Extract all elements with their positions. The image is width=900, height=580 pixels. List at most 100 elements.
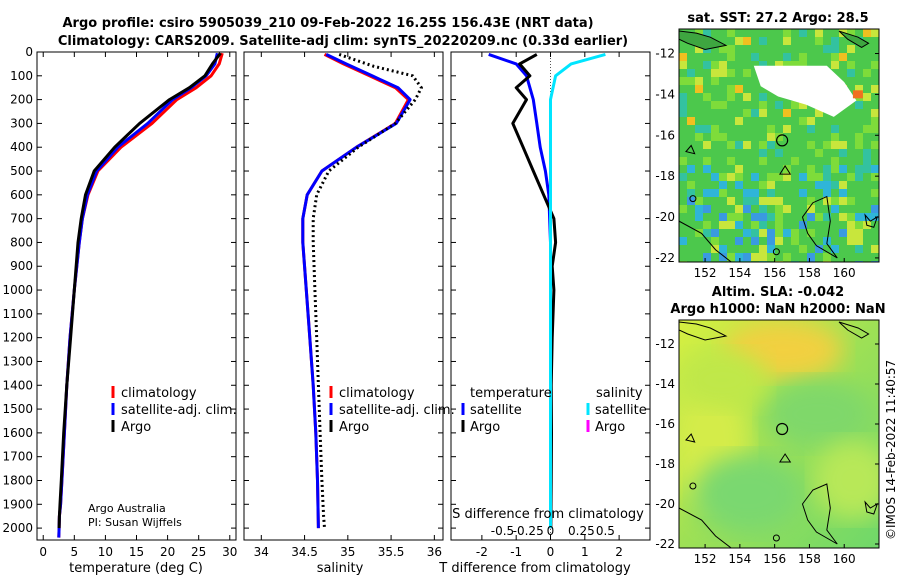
- coastline-png: [679, 321, 728, 341]
- sla-map: 152 154 156 158 160 -12 -14 -16 -18 -20 -22: [655, 319, 880, 566]
- map-x-tick-label: 160: [833, 552, 856, 566]
- series-salinity-satellite: [549, 52, 606, 529]
- legend-temp-argo: Argo: [470, 420, 500, 435]
- y-tick-label: 900: [10, 259, 33, 273]
- difference-top-xlabel: S difference from climatology: [452, 507, 644, 522]
- y-tick-label: 2000: [2, 521, 33, 535]
- legend-argo: Argo: [339, 420, 369, 435]
- y-tick-label: 500: [10, 164, 33, 178]
- y-tick-label: 300: [10, 116, 33, 130]
- map-y-tick-label: -16: [655, 417, 675, 431]
- y-tick-label: 1600: [2, 426, 33, 440]
- map-y-tick-label: -16: [655, 128, 675, 142]
- map-x-tick-label: 152: [694, 552, 717, 566]
- legend-sal-argo: Argo: [595, 420, 625, 435]
- figure-title-2: Climatology: CARS2009. Satellite-adj cli…: [58, 34, 628, 49]
- map-y-tick-label: -18: [655, 457, 675, 471]
- y-tick-label: 600: [10, 188, 33, 202]
- sla-anomaly: [693, 454, 804, 534]
- temperature-panel: 0 5 10 15 20 25 300100200300400500600700800900…: [2, 45, 237, 559]
- legend-temp-satellite: satellite: [470, 403, 522, 418]
- y-tick-label: 1700: [2, 450, 33, 464]
- map-x-tick-label: 158: [798, 266, 821, 280]
- sla-anomaly: [679, 350, 768, 410]
- coastline-islet: [864, 500, 879, 515]
- y-tick-label: 1200: [2, 331, 33, 345]
- top-x-tick-label: 0.5: [596, 524, 615, 538]
- sla-anomaly: [763, 379, 874, 449]
- x-tick-label: 35: [340, 545, 355, 559]
- map-field: [679, 29, 879, 262]
- x-tick-label: 20: [160, 545, 175, 559]
- y-tick-label: 1100: [2, 307, 33, 321]
- map-y-tick-label: -18: [655, 169, 675, 183]
- map-y-tick-label: -14: [655, 377, 675, 391]
- map-y-tick-label: -22: [655, 251, 675, 265]
- y-tick-label: 400: [10, 140, 33, 154]
- coastline-reef: [801, 195, 838, 259]
- legend-salinity-title: salinity: [596, 386, 643, 401]
- difference-panel: -2 -1 0 1 2 -0.5-0.25 0 0.25 0.5: [450, 51, 651, 559]
- top-x-tick-label: 0: [547, 524, 555, 538]
- figure-title-1: Argo profile: csiro 5905039_210 09-Feb-2…: [62, 16, 593, 31]
- float-position-marker: [776, 422, 789, 436]
- map-x-tick-label: 156: [763, 552, 786, 566]
- y-tick-label: 1900: [2, 497, 33, 511]
- map-x-tick-label: 154: [728, 266, 751, 280]
- x-tick-label: 34: [254, 545, 269, 559]
- x-tick-label: 25: [191, 545, 206, 559]
- difference-legend: temperature salinity satellite Argo sate…: [461, 386, 647, 435]
- x-tick-label: 15: [129, 545, 144, 559]
- series-argo: [311, 52, 423, 529]
- x-tick-label: 30: [222, 545, 237, 559]
- top-x-tick-label: -0.25: [513, 524, 544, 538]
- map-y-tick-label: -12: [655, 47, 675, 61]
- legend-satellite: satellite-adj. clim.: [339, 403, 455, 418]
- map-field: [679, 320, 879, 548]
- x-tick-label: -2: [476, 545, 488, 559]
- coastline-islet: [778, 453, 792, 463]
- series-climatology: [57, 52, 224, 538]
- salinity-legend: climatology satellite-adj. clim. Argo: [329, 386, 455, 435]
- map-x-tick-label: 156: [763, 266, 786, 280]
- sla-title-1: Altim. SLA: -0.042: [712, 285, 844, 300]
- x-tick-label: 0: [39, 545, 47, 559]
- y-tick-label: 1800: [2, 473, 33, 487]
- legend-temperature-title: temperature: [470, 386, 552, 401]
- difference-xlabel: T difference from climatology: [438, 561, 631, 576]
- salinity-xlabel: salinity: [317, 561, 364, 576]
- y-tick-label: 1000: [2, 283, 33, 297]
- temperature-xlabel: temperature (deg C): [69, 561, 203, 576]
- axes-frame: [243, 51, 444, 541]
- map-x-tick-label: 158: [798, 552, 821, 566]
- y-tick-label: 1300: [2, 354, 33, 368]
- top-x-tick-label: -0.5: [491, 524, 514, 538]
- coastline-islet: [778, 165, 792, 175]
- map-frame: [678, 319, 880, 549]
- y-tick-label: 700: [10, 212, 33, 226]
- y-tick-label: 0: [25, 45, 33, 59]
- islet: [689, 195, 697, 203]
- series-argo: [57, 52, 222, 529]
- sst-map: 152 154 156 158 160 -12 -14 -16 -18 -20 -22: [655, 28, 880, 280]
- map-y-tick-label: -12: [655, 337, 675, 351]
- map-y-tick-label: -20: [655, 497, 675, 511]
- coastline-solomons: [838, 321, 870, 339]
- map-y-tick-label: -20: [655, 210, 675, 224]
- y-tick-label: 200: [10, 93, 33, 107]
- legend-argo: Argo: [121, 420, 151, 435]
- map-y-tick-label: -22: [655, 537, 675, 551]
- map-x-tick-label: 152: [694, 266, 717, 280]
- x-tick-label: 5: [70, 545, 78, 559]
- map-frame: [678, 28, 880, 263]
- y-tick-label: 1400: [2, 378, 33, 392]
- legend-climatology: climatology: [339, 386, 415, 401]
- y-tick-label: 1500: [2, 402, 33, 416]
- x-tick-label: 1: [581, 545, 589, 559]
- legend-climatology: climatology: [121, 386, 197, 401]
- x-tick-label: 35.5: [378, 545, 405, 559]
- x-tick-label: 36: [427, 545, 442, 559]
- y-tick-label: 800: [10, 235, 33, 249]
- x-tick-label: 0: [547, 545, 555, 559]
